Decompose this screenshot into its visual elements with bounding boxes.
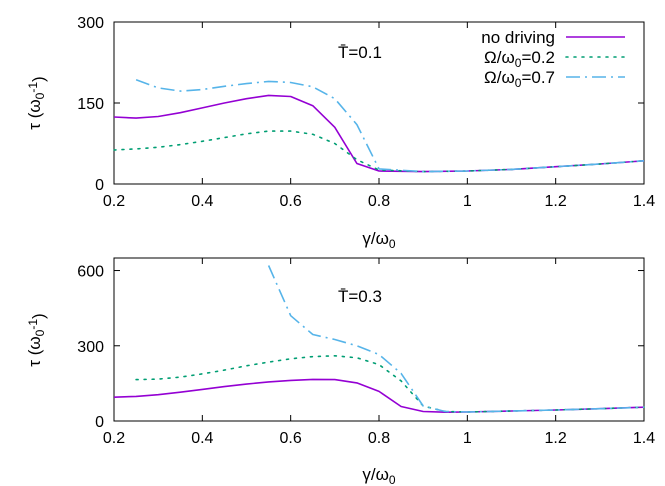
x-axis-label: γ/ω0 <box>362 465 396 486</box>
temperature-annotation: T̄=0.3 <box>338 287 382 306</box>
plot-frame <box>113 257 645 422</box>
y-tick-label: 150 <box>77 96 104 113</box>
x-tick-label: 1.2 <box>545 430 567 447</box>
temperature-annotation: T̄=0.1 <box>338 43 382 62</box>
series-line-3 <box>135 79 645 173</box>
legend-label-2: Ω/ω0=0.2 <box>484 48 555 70</box>
series-line-1 <box>113 378 645 413</box>
chart-panel-1: 0.2 0.4 0.6 0.8 1 1.2 1.4 0 150 300 T̄=0.1 γ/ω0 τ (ω… <box>25 15 655 251</box>
x-tick-label: 1 <box>463 193 472 210</box>
series-line-3 <box>267 265 645 413</box>
x-tick-label: 0.8 <box>368 430 390 447</box>
legend-label-1: no driving <box>481 28 555 47</box>
x-axis-label: γ/ω0 <box>362 229 396 251</box>
y-tick-label: 600 <box>77 264 104 281</box>
y-axis-label: τ (ω0-1) <box>25 76 48 129</box>
x-tick-label: 0.4 <box>191 430 213 447</box>
y-tick-label: 300 <box>77 15 104 32</box>
y-tick-label: 300 <box>77 339 104 356</box>
x-tick-label: 1 <box>463 430 472 447</box>
chart-panel-2: 0.2 0.4 0.6 0.8 1 1.2 1.4 0 300 600 T̄=0.3 γ/ω0 τ (ω… <box>25 257 655 486</box>
x-tick-label: 1.4 <box>633 193 655 210</box>
series-line-1 <box>113 94 645 173</box>
legend-label-3: Ω/ω0=0.7 <box>484 68 555 90</box>
x-tick-label: 0.4 <box>191 193 213 210</box>
y-axis-label: τ (ω0-1) <box>25 313 48 366</box>
y-tick-label: 0 <box>95 177 104 194</box>
x-tick-label: 0.8 <box>368 193 390 210</box>
x-tick-label: 0.2 <box>103 430 125 447</box>
x-tick-label: 0.2 <box>103 193 125 210</box>
x-tick-label: 1.4 <box>633 430 655 447</box>
x-tick-label: 1.2 <box>545 193 567 210</box>
x-tick-label: 0.6 <box>280 193 302 210</box>
y-tick-label: 0 <box>95 414 104 431</box>
x-tick-label: 0.6 <box>280 430 302 447</box>
